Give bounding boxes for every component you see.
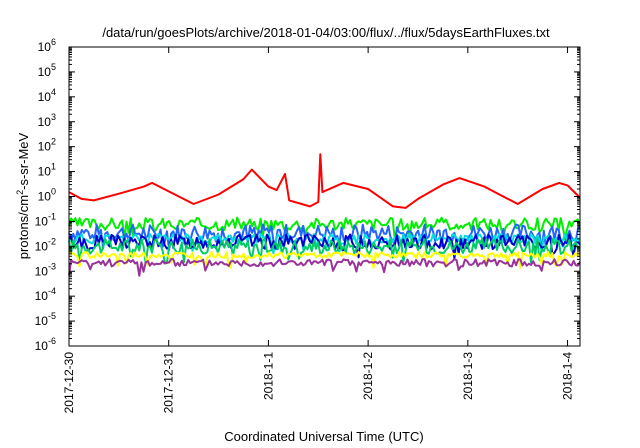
series-line bbox=[68, 233, 581, 260]
y-tick-base: 10 bbox=[38, 115, 52, 129]
x-tick-label: 2018-1-1 bbox=[261, 352, 275, 400]
y-tick-exponent: 5 bbox=[51, 62, 56, 72]
y-tick-label: 10-4 bbox=[35, 286, 56, 303]
x-tick-label: 2018-1-4 bbox=[561, 352, 575, 400]
y-tick-label: 105 bbox=[38, 62, 56, 79]
y-tick-base: 10 bbox=[35, 314, 49, 328]
y-tick-base: 10 bbox=[38, 190, 52, 204]
y-tick-exponent: 2 bbox=[51, 137, 56, 147]
y-tick-exponent: -6 bbox=[48, 336, 56, 346]
y-axis-label-superscript: 2 bbox=[15, 190, 25, 195]
y-tick-exponent: -5 bbox=[48, 311, 56, 321]
x-tick-label: 2017-12-30 bbox=[62, 352, 76, 414]
x-tick-label: 2018-1-3 bbox=[461, 352, 475, 400]
y-tick-label: 101 bbox=[38, 162, 56, 179]
y-tick-label: 104 bbox=[38, 87, 56, 104]
y-tick-label: 106 bbox=[38, 37, 56, 54]
chart-title: /data/run/goesPlots/archive/2018-01-04/0… bbox=[102, 25, 550, 40]
y-axis: 10610510410310210110010-110-210-310-410-… bbox=[35, 37, 580, 353]
y-tick-base: 10 bbox=[38, 90, 52, 104]
y-axis-label-part: protons/cm bbox=[16, 195, 31, 259]
series-line bbox=[68, 237, 581, 265]
series-line bbox=[68, 251, 581, 269]
series-line bbox=[68, 258, 581, 277]
x-tick-label: 2017-12-31 bbox=[162, 352, 176, 414]
y-tick-exponent: 4 bbox=[51, 87, 56, 97]
y-tick-exponent: -1 bbox=[48, 211, 56, 221]
y-axis-label: protons/cm2-s-sr-MeV bbox=[15, 132, 31, 259]
y-tick-exponent: 3 bbox=[51, 112, 56, 122]
y-tick-base: 10 bbox=[38, 140, 52, 154]
series-layer bbox=[68, 153, 581, 277]
y-tick-exponent: 1 bbox=[51, 162, 56, 172]
x-axis: 2017-12-30 2017-12-31 2018-1-1 2018-1-2 2018… bbox=[62, 47, 575, 413]
y-tick-exponent: -3 bbox=[48, 261, 56, 271]
y-tick-label: 103 bbox=[38, 112, 56, 129]
y-tick-exponent: -4 bbox=[48, 286, 56, 296]
y-tick-base: 10 bbox=[35, 264, 49, 278]
y-tick-label: 10-2 bbox=[35, 236, 56, 253]
y-tick-label: 10-3 bbox=[35, 261, 56, 278]
y-tick-base: 10 bbox=[35, 214, 49, 228]
y-tick-label: 10-6 bbox=[35, 336, 56, 353]
x-tick-label: 2018-1-2 bbox=[361, 352, 375, 400]
y-tick-exponent: 6 bbox=[51, 37, 56, 47]
y-tick-base: 10 bbox=[35, 239, 49, 253]
y-tick-base: 10 bbox=[38, 40, 52, 54]
x-axis-label: Coordinated Universal Time (UTC) bbox=[224, 429, 423, 444]
y-tick-exponent: -2 bbox=[48, 236, 56, 246]
y-tick-base: 10 bbox=[38, 165, 52, 179]
y-tick-base: 10 bbox=[35, 289, 49, 303]
series-line bbox=[68, 153, 581, 209]
y-axis-label-part: -s-sr-MeV bbox=[16, 132, 31, 189]
y-tick-label: 10-5 bbox=[35, 311, 56, 328]
y-tick-label: 100 bbox=[38, 187, 56, 204]
y-tick-exponent: 0 bbox=[51, 187, 56, 197]
y-tick-label: 102 bbox=[38, 137, 56, 154]
y-tick-label: 10-1 bbox=[35, 211, 56, 228]
y-tick-base: 10 bbox=[35, 339, 49, 353]
y-tick-base: 10 bbox=[38, 65, 52, 79]
